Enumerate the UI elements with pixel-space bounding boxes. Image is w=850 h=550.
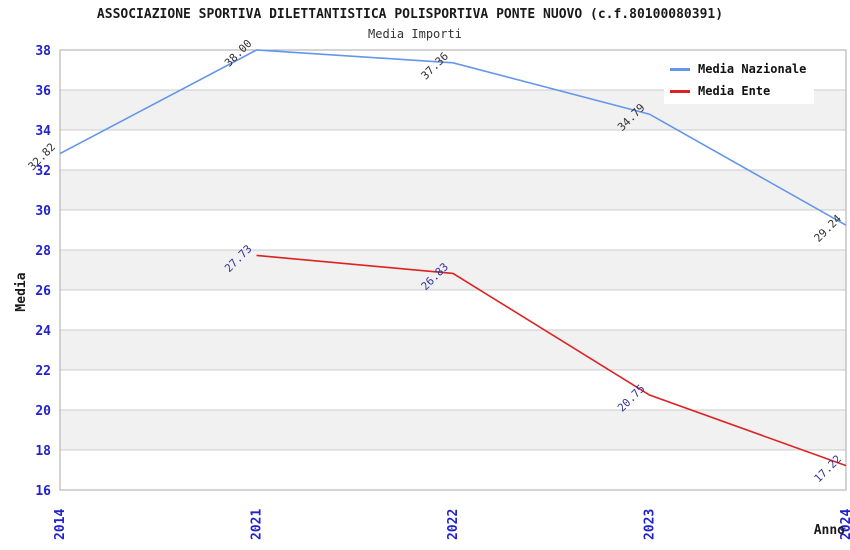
y-tick-label: 36 — [35, 84, 51, 99]
legend-label: Media Ente — [698, 84, 771, 98]
y-tick-label: 26 — [35, 284, 51, 299]
legend-item-media-ente: Media Ente — [670, 82, 814, 100]
plot-band — [60, 330, 846, 370]
chart-title: ASSOCIAZIONE SPORTIVA DILETTANTISTICA PO… — [96, 7, 724, 22]
plot-band — [60, 370, 846, 410]
y-tick-label: 30 — [35, 204, 51, 219]
plot-band — [60, 410, 846, 450]
x-tick-label: 2021 — [250, 509, 265, 540]
y-tick-label: 16 — [35, 484, 51, 499]
y-tick-label: 28 — [35, 244, 51, 259]
x-tick-label: 2023 — [643, 509, 658, 540]
x-tick-label: 2014 — [53, 509, 68, 540]
legend-item-media-nazionale: Media Nazionale — [670, 60, 814, 78]
plot-band — [60, 450, 846, 490]
x-tick-label: 2022 — [446, 509, 461, 540]
y-tick-label: 22 — [35, 364, 51, 379]
y-tick-label: 18 — [35, 444, 51, 459]
y-tick-label: 34 — [35, 124, 51, 139]
media-ente-line-swatch — [670, 89, 690, 93]
plot-band — [60, 250, 846, 290]
y-tick-label: 32 — [35, 164, 51, 179]
plot-band — [60, 210, 846, 250]
media-nazionale-line-swatch — [670, 67, 690, 71]
plot-band — [60, 290, 846, 330]
plot-border — [59, 49, 847, 491]
series-line-media-ente — [256, 254, 847, 467]
y-tick-label: 38 — [35, 44, 51, 59]
y-tick-label: 20 — [35, 404, 51, 419]
x-tick-label: 2024 — [839, 509, 850, 540]
plot-band — [60, 170, 846, 210]
chart-subtitle: Media Importi — [368, 27, 462, 41]
legend-label: Media Nazionale — [698, 62, 807, 76]
chart-legend: Media Nazionale Media Ente — [664, 56, 814, 104]
plot-band — [60, 130, 846, 170]
x-axis-title: Anno — [814, 523, 845, 538]
series-line-media-nazionale — [59, 49, 847, 226]
y-axis-title: Media — [14, 272, 29, 311]
y-tick-label: 24 — [35, 324, 51, 339]
